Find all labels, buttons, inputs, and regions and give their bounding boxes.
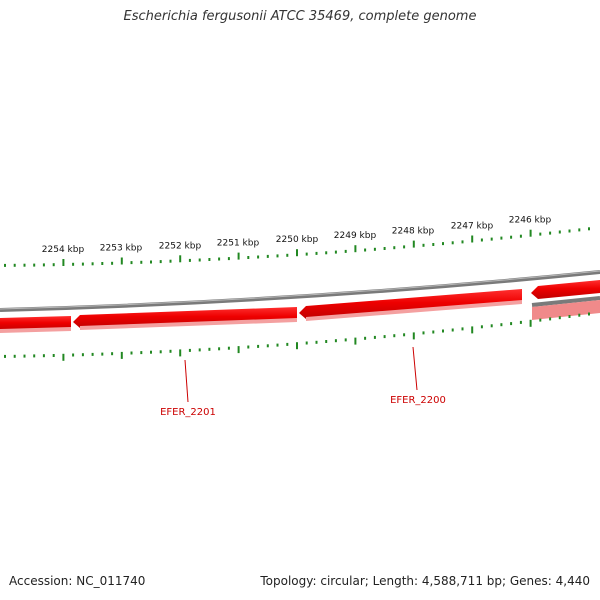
kbp-label-group: 2254 kbp 2253 kbp 2252 kbp 2251 kbp 2250 kbp… (42, 216, 552, 255)
gene-feature-group (0, 280, 600, 333)
kbp-label: 2253 kbp (100, 244, 143, 254)
gene-feature-light[interactable] (532, 300, 600, 320)
genome-backbone-lower (531, 296, 600, 307)
genome-title: Escherichia fergusonii ATCC 35469, compl… (123, 9, 477, 24)
gene-label-efer-2201[interactable]: EFER_2201 (160, 407, 216, 418)
gene-shadow-2 (80, 318, 297, 330)
gene-arrow-efer-2202[interactable] (0, 316, 71, 331)
kbp-label: 2247 kbp (451, 222, 494, 232)
outer-kbp-tick-ring (4, 227, 590, 267)
gene-arrow-efer-2200[interactable] (299, 289, 522, 319)
genome-backbone-highlight (0, 270, 600, 310)
genome-summary-text: Topology: circular; Length: 4,588,711 bp… (260, 574, 590, 588)
kbp-label: 2249 kbp (334, 231, 377, 241)
gene-arrow-efer-2201[interactable] (73, 307, 297, 328)
kbp-label: 2246 kbp (509, 216, 552, 226)
kbp-label: 2251 kbp (217, 239, 260, 249)
genome-backbone (0, 270, 600, 312)
gene-shadow-3 (306, 300, 522, 321)
accession-text: Accession: NC_011740 (9, 574, 146, 588)
kbp-label: 2248 kbp (392, 227, 435, 237)
inner-tick-ring (4, 312, 590, 361)
kbp-label: 2252 kbp (159, 241, 202, 251)
gene-shadow-1 (0, 327, 71, 333)
gene-leader-efer-2201 (184, 359, 189, 403)
kbp-label: 2250 kbp (276, 235, 319, 245)
gene-arrow-right-partial[interactable] (531, 280, 600, 299)
gene-leader-efer-2200 (412, 346, 418, 391)
gene-label-efer-2200[interactable]: EFER_2200 (390, 395, 446, 406)
kbp-label: 2254 kbp (42, 245, 85, 255)
